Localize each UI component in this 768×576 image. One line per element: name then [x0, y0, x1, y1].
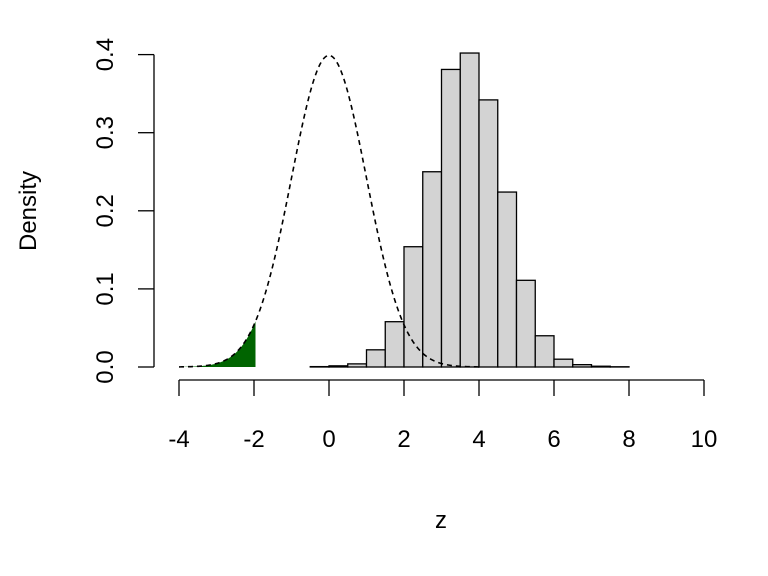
- histogram-bar: [572, 364, 593, 368]
- histogram-bar: [534, 335, 555, 368]
- x-tick-label: 6: [547, 426, 560, 453]
- y-axis: 0.0 0.1 0.2 0.3 0.4: [92, 38, 155, 384]
- histogram-bar: [422, 171, 443, 368]
- y-tick-label: 0.0: [92, 350, 119, 383]
- y-axis-label: Density: [15, 171, 42, 251]
- x-tick-label: 4: [472, 426, 485, 453]
- y-tick-label: 0.2: [92, 194, 119, 227]
- histogram-bar: [365, 349, 386, 368]
- x-axis: -4 -2 0 2 4 6 8 10: [168, 379, 718, 453]
- x-tick-label: 0: [322, 426, 335, 453]
- histogram-bar: [347, 363, 368, 368]
- x-tick-label: -2: [243, 426, 264, 453]
- x-tick-label: -4: [168, 426, 189, 453]
- y-tick-label: 0.1: [92, 272, 119, 305]
- x-tick-label: 10: [691, 426, 718, 453]
- histogram-bar: [328, 365, 349, 368]
- y-tick-label: 0.3: [92, 116, 119, 149]
- x-tick-label: 8: [622, 426, 635, 453]
- y-tick-label: 0.4: [92, 38, 119, 71]
- histogram-bar: [459, 52, 480, 368]
- histogram-bar: [403, 246, 424, 368]
- x-axis-label: z: [435, 507, 447, 534]
- histogram-bar: [384, 321, 405, 368]
- histogram-bars-layer: [309, 52, 630, 368]
- histogram-bar: [553, 358, 574, 368]
- x-tick-label: 2: [397, 426, 410, 453]
- histogram-bar: [478, 99, 499, 368]
- shaded-region-1: [179, 321, 256, 367]
- histogram-bar: [440, 68, 461, 368]
- histogram-bar: [497, 191, 518, 368]
- histogram-bar: [590, 365, 611, 368]
- histogram-bar: [515, 279, 536, 368]
